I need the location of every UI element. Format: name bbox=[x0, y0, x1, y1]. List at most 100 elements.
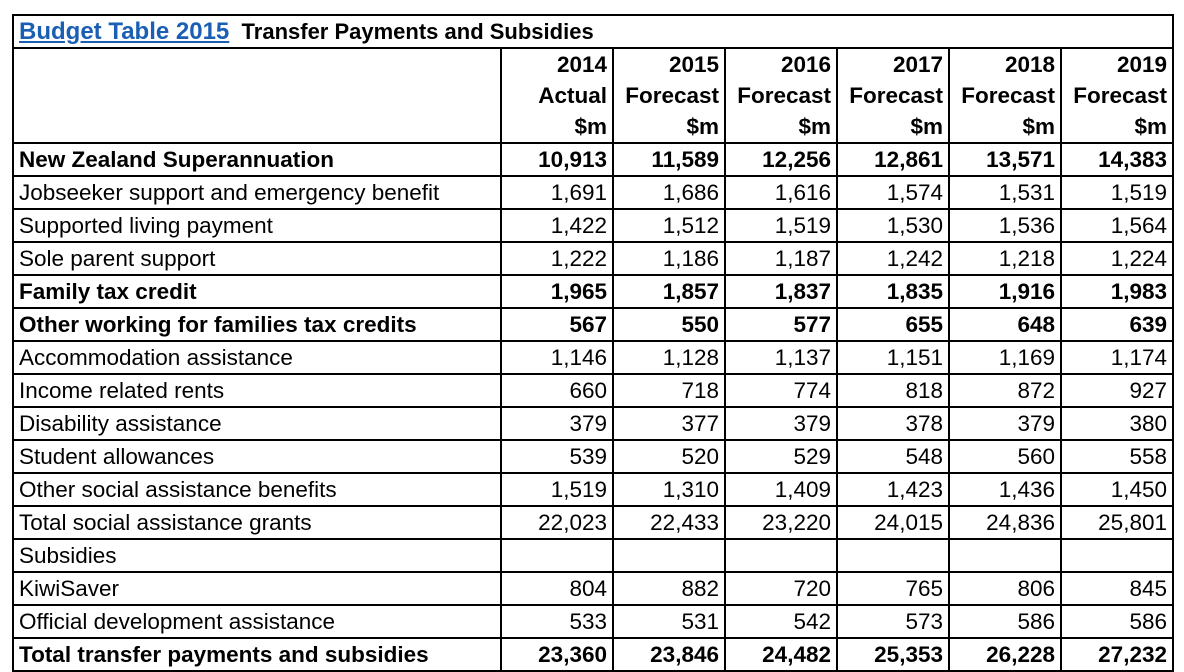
value-cell-2019: 845 bbox=[1060, 571, 1174, 606]
budget-table-container: Budget Table 2015 Transfer Payments and … bbox=[12, 14, 1174, 672]
title-text: Transfer Payments and Subsidies bbox=[241, 19, 594, 44]
value-cell-2018: 1,218 bbox=[948, 241, 1062, 276]
value-cell-2014: 379 bbox=[500, 406, 614, 441]
header-row: 2014 Actual $m 2015 Forecast $m 2016 Forecast… bbox=[12, 47, 1174, 144]
value-cell-2018: 872 bbox=[948, 373, 1062, 408]
value-cell-2017: 818 bbox=[836, 373, 950, 408]
row-label: Supported living payment bbox=[12, 208, 502, 243]
row-label: KiwiSaver bbox=[12, 571, 502, 606]
table-row: Other social assistance benefits 1,519 1,3… bbox=[12, 472, 1174, 507]
value-cell-2018: 26,228 bbox=[948, 637, 1062, 672]
value-cell-2016: 577 bbox=[724, 307, 838, 342]
value-cell-2017: 25,353 bbox=[836, 637, 950, 672]
value-cell-2017: 1,530 bbox=[836, 208, 950, 243]
value-cell-2015: 550 bbox=[612, 307, 726, 342]
value-cell-2018: 13,571 bbox=[948, 142, 1062, 177]
row-label: Student allowances bbox=[12, 439, 502, 474]
value-cell-2018: 1,531 bbox=[948, 175, 1062, 210]
value-cell-2014: 22,023 bbox=[500, 505, 614, 540]
title-row: Budget Table 2015 Transfer Payments and … bbox=[12, 14, 1174, 49]
header-col-2016: 2016 Forecast $m bbox=[724, 47, 838, 144]
value-cell-2016: 1,187 bbox=[724, 241, 838, 276]
value-cell-2015: 1,857 bbox=[612, 274, 726, 309]
value-cell-2015: 377 bbox=[612, 406, 726, 441]
row-label: Total social assistance grants bbox=[12, 505, 502, 540]
value-cell-2018: 806 bbox=[948, 571, 1062, 606]
value-cell-2016: 12,256 bbox=[724, 142, 838, 177]
value-cell-2014: 804 bbox=[500, 571, 614, 606]
value-cell-2017: 765 bbox=[836, 571, 950, 606]
value-cell-2014: 23,360 bbox=[500, 637, 614, 672]
row-label: Official development assistance bbox=[12, 604, 502, 639]
value-cell-2016: 774 bbox=[724, 373, 838, 408]
table-row: New Zealand Superannuation 10,913 11,589 12… bbox=[12, 142, 1174, 177]
value-cell-2017 bbox=[836, 538, 950, 573]
header-col-2015: 2015 Forecast $m bbox=[612, 47, 726, 144]
row-label: New Zealand Superannuation bbox=[12, 142, 502, 177]
value-cell-2016: 720 bbox=[724, 571, 838, 606]
value-cell-2017: 1,423 bbox=[836, 472, 950, 507]
table-row: Other working for families tax credits 56… bbox=[12, 307, 1174, 342]
value-cell-2016: 1,519 bbox=[724, 208, 838, 243]
value-cell-2018: 1,536 bbox=[948, 208, 1062, 243]
value-cell-2017: 1,151 bbox=[836, 340, 950, 375]
value-cell-2014: 1,422 bbox=[500, 208, 614, 243]
value-cell-2016: 1,616 bbox=[724, 175, 838, 210]
budget-table: Budget Table 2015 Transfer Payments and … bbox=[12, 14, 1174, 672]
value-cell-2016: 23,220 bbox=[724, 505, 838, 540]
value-cell-2019: 639 bbox=[1060, 307, 1174, 342]
table-body: New Zealand Superannuation 10,913 11,589 12… bbox=[12, 142, 1174, 672]
row-label: Other working for families tax credits bbox=[12, 307, 502, 342]
value-cell-2015: 1,310 bbox=[612, 472, 726, 507]
table-row: Supported living payment 1,422 1,512 1,519 1… bbox=[12, 208, 1174, 243]
value-cell-2014: 1,222 bbox=[500, 241, 614, 276]
header-col-2018: 2018 Forecast $m bbox=[948, 47, 1062, 144]
value-cell-2017: 1,242 bbox=[836, 241, 950, 276]
table-row: Family tax credit 1,965 1,857 1,837 1,835 1,9… bbox=[12, 274, 1174, 309]
table-row: Subsidies bbox=[12, 538, 1174, 573]
title-link[interactable]: Budget Table 2015 bbox=[19, 18, 230, 45]
value-cell-2017: 24,015 bbox=[836, 505, 950, 540]
row-label: Disability assistance bbox=[12, 406, 502, 441]
table-row: Income related rents 660 718 774 818 872 927 bbox=[12, 373, 1174, 408]
table-row: Total transfer payments and subsidies 23,… bbox=[12, 637, 1174, 672]
row-label: Total transfer payments and subsidies bbox=[12, 637, 502, 672]
value-cell-2019: 380 bbox=[1060, 406, 1174, 441]
value-cell-2015: 11,589 bbox=[612, 142, 726, 177]
row-label: Income related rents bbox=[12, 373, 502, 408]
value-cell-2018: 586 bbox=[948, 604, 1062, 639]
value-cell-2017: 655 bbox=[836, 307, 950, 342]
header-label-cell bbox=[12, 47, 502, 144]
value-cell-2019: 27,232 bbox=[1060, 637, 1174, 672]
value-cell-2017: 573 bbox=[836, 604, 950, 639]
value-cell-2014 bbox=[500, 538, 614, 573]
row-label: Other social assistance benefits bbox=[12, 472, 502, 507]
value-cell-2016 bbox=[724, 538, 838, 573]
value-cell-2018: 1,436 bbox=[948, 472, 1062, 507]
value-cell-2019: 586 bbox=[1060, 604, 1174, 639]
value-cell-2018: 648 bbox=[948, 307, 1062, 342]
row-label: Subsidies bbox=[12, 538, 502, 573]
value-cell-2014: 1,519 bbox=[500, 472, 614, 507]
value-cell-2015: 1,128 bbox=[612, 340, 726, 375]
value-cell-2019: 1,224 bbox=[1060, 241, 1174, 276]
row-label: Family tax credit bbox=[12, 274, 502, 309]
row-label: Accommodation assistance bbox=[12, 340, 502, 375]
value-cell-2016: 542 bbox=[724, 604, 838, 639]
value-cell-2018: 560 bbox=[948, 439, 1062, 474]
value-cell-2019: 1,174 bbox=[1060, 340, 1174, 375]
value-cell-2017: 548 bbox=[836, 439, 950, 474]
value-cell-2015: 1,512 bbox=[612, 208, 726, 243]
value-cell-2015: 882 bbox=[612, 571, 726, 606]
value-cell-2018 bbox=[948, 538, 1062, 573]
table-row: Disability assistance 379 377 379 378 379 380 bbox=[12, 406, 1174, 441]
value-cell-2016: 1,137 bbox=[724, 340, 838, 375]
value-cell-2014: 1,965 bbox=[500, 274, 614, 309]
header-col-2017: 2017 Forecast $m bbox=[836, 47, 950, 144]
value-cell-2018: 379 bbox=[948, 406, 1062, 441]
value-cell-2019: 1,983 bbox=[1060, 274, 1174, 309]
value-cell-2015: 1,186 bbox=[612, 241, 726, 276]
value-cell-2014: 10,913 bbox=[500, 142, 614, 177]
value-cell-2018: 24,836 bbox=[948, 505, 1062, 540]
value-cell-2014: 567 bbox=[500, 307, 614, 342]
